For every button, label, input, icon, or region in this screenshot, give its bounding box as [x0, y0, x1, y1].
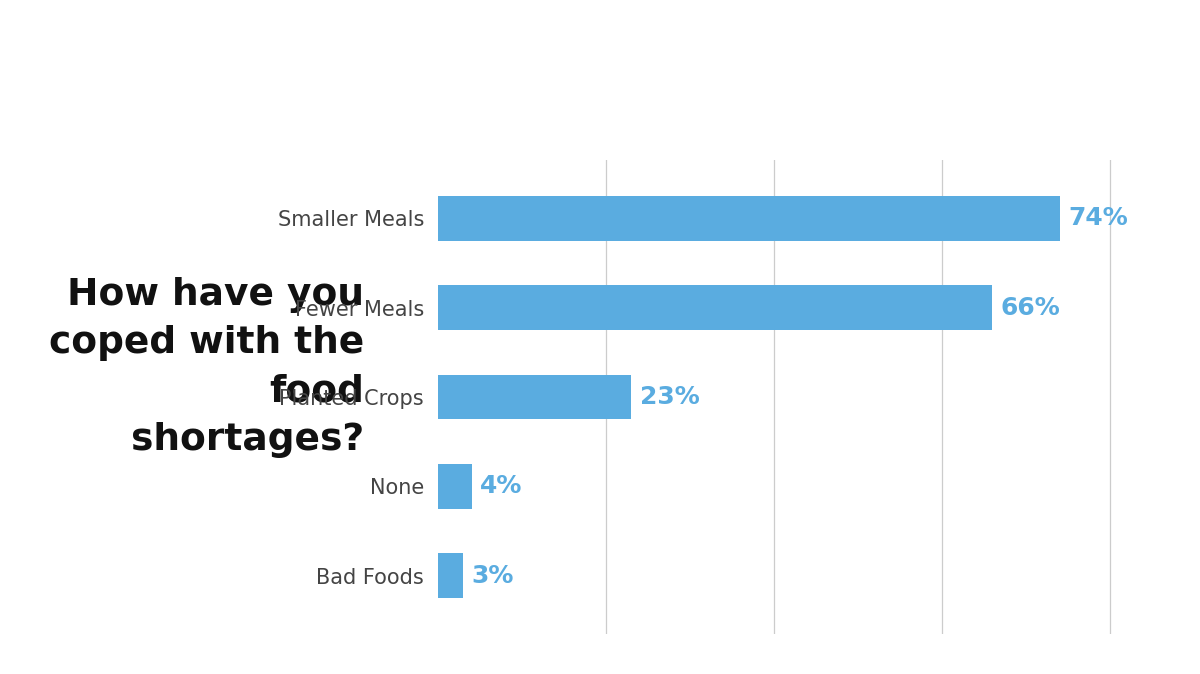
Text: 23%: 23% [640, 385, 700, 409]
Bar [438, 375, 631, 419]
Bar [438, 196, 1060, 241]
Text: How have you
coped with the
food
shortages?: How have you coped with the food shortag… [49, 276, 365, 458]
Bar [438, 553, 463, 598]
Text: Nutritional Effect: Nutritional Effect [26, 32, 540, 84]
Bar [438, 464, 472, 509]
Text: 3%: 3% [472, 563, 514, 588]
Text: 74%: 74% [1068, 206, 1128, 231]
Text: 66%: 66% [1001, 296, 1061, 319]
Bar [438, 285, 992, 330]
Text: 4%: 4% [480, 474, 522, 498]
